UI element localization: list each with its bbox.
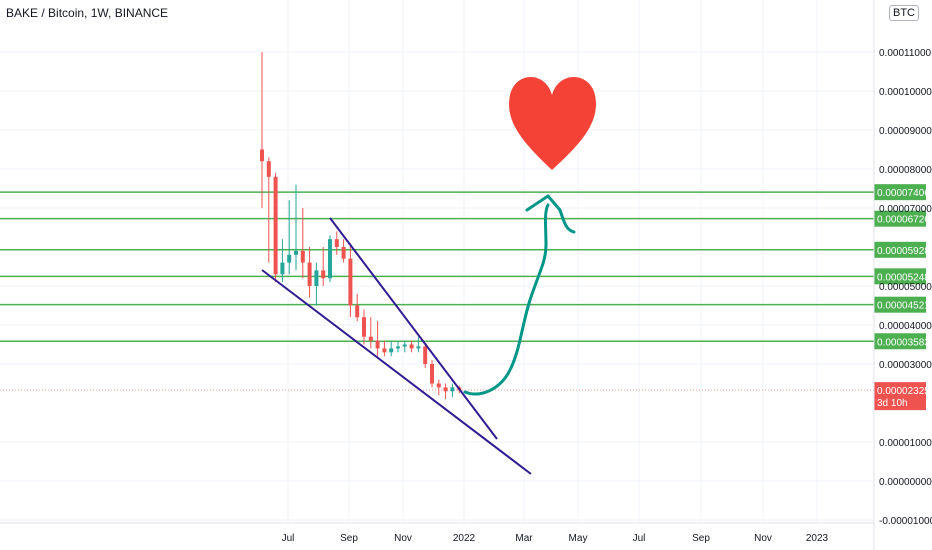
x-tick-label: Nov [754, 533, 772, 544]
candle-body [321, 270, 326, 279]
candle-body [273, 176, 278, 275]
candle-body [355, 305, 360, 318]
level-lines: 0.00007406 0.00006726 0.00005928 0.00005248… [0, 184, 930, 411]
candle-body [430, 364, 434, 384]
level-label: 0.00006726 [877, 215, 930, 226]
x-tick-label: May [569, 533, 588, 544]
y-tick-label: 0.00007000 [879, 204, 932, 215]
candle-body [266, 161, 271, 177]
countdown-label: 3d 10h [877, 398, 908, 409]
level-label-bg [874, 268, 926, 285]
level-label: 0.00003583 [877, 337, 930, 348]
time-axis: Jul Sep Nov 2022 Mar May Jul Sep Nov 2023 [282, 533, 829, 544]
x-tick-label: Sep [340, 533, 358, 544]
candle-body [341, 247, 346, 259]
candle-body [260, 149, 264, 162]
y-tick-label: 0.00001000 [879, 438, 932, 449]
candle-body [287, 254, 292, 263]
level-label: 0.00007406 [877, 188, 930, 199]
x-tick-label: Nov [394, 533, 412, 544]
currency-selector[interactable]: BTC [889, 5, 919, 21]
candle-body [307, 262, 312, 286]
candle-body [280, 262, 285, 275]
x-tick-label: Jul [633, 533, 646, 544]
candles [260, 52, 462, 400]
y-tick-label: 0.00010000 [879, 87, 932, 98]
projection-arrow [463, 194, 576, 396]
y-tick-label: 0.00009000 [879, 126, 932, 137]
y-tick-label: 0.00011000 [879, 48, 932, 59]
candle-body [396, 346, 400, 349]
candle-body [450, 387, 455, 392]
candle-body [300, 250, 305, 263]
level-label: 0.00004521 [877, 301, 930, 312]
x-tick-label: 2023 [806, 533, 829, 544]
level-label: 0.00005928 [877, 246, 930, 257]
candle-body [328, 239, 332, 279]
x-tick-label: Sep [692, 533, 710, 544]
wedge-upper-line [329, 217, 498, 440]
candle-body [294, 250, 298, 255]
candle-body [409, 344, 414, 349]
candle-body [362, 317, 366, 337]
candle-body [423, 346, 428, 364]
x-tick-label: 2022 [453, 533, 476, 544]
candle-body [314, 270, 319, 286]
candle-body [382, 348, 387, 353]
current-price-label: 0.00002325 [877, 386, 930, 397]
x-tick-label: Mar [515, 533, 533, 544]
level-label-bg [874, 210, 926, 227]
candle-body [334, 239, 339, 247]
current-price-bg [874, 382, 926, 411]
y-tick-label: 0.00005000 [879, 282, 932, 293]
chart-title: BAKE / Bitcoin, 1W, BINANCE [6, 6, 169, 20]
y-tick-label: 0.00004000 [879, 321, 932, 332]
candle-body [443, 387, 448, 392]
x-tick-label: Jul [282, 533, 295, 544]
level-label-bg [874, 333, 926, 350]
y-tick-label: -0.00001000 [879, 516, 932, 527]
y-tick-label: 0.00008000 [879, 165, 932, 176]
candle-body [402, 344, 407, 347]
heart-icon [509, 76, 596, 170]
candle-body [389, 348, 394, 353]
wedge-lower-line [261, 269, 532, 475]
level-label: 0.00005248 [877, 272, 930, 283]
drawings [261, 76, 596, 475]
level-label-bg [874, 241, 926, 258]
y-tick-label: 0.00003000 [879, 360, 932, 371]
candle-body [436, 383, 441, 388]
candle-body [416, 346, 421, 349]
candle-body [375, 340, 380, 349]
candle-body [368, 336, 373, 341]
level-label-bg [874, 184, 926, 201]
candle-body [348, 258, 353, 306]
y-tick-label: 0.00000000 [879, 477, 932, 488]
level-label-bg [874, 296, 926, 313]
grid [0, 0, 874, 523]
